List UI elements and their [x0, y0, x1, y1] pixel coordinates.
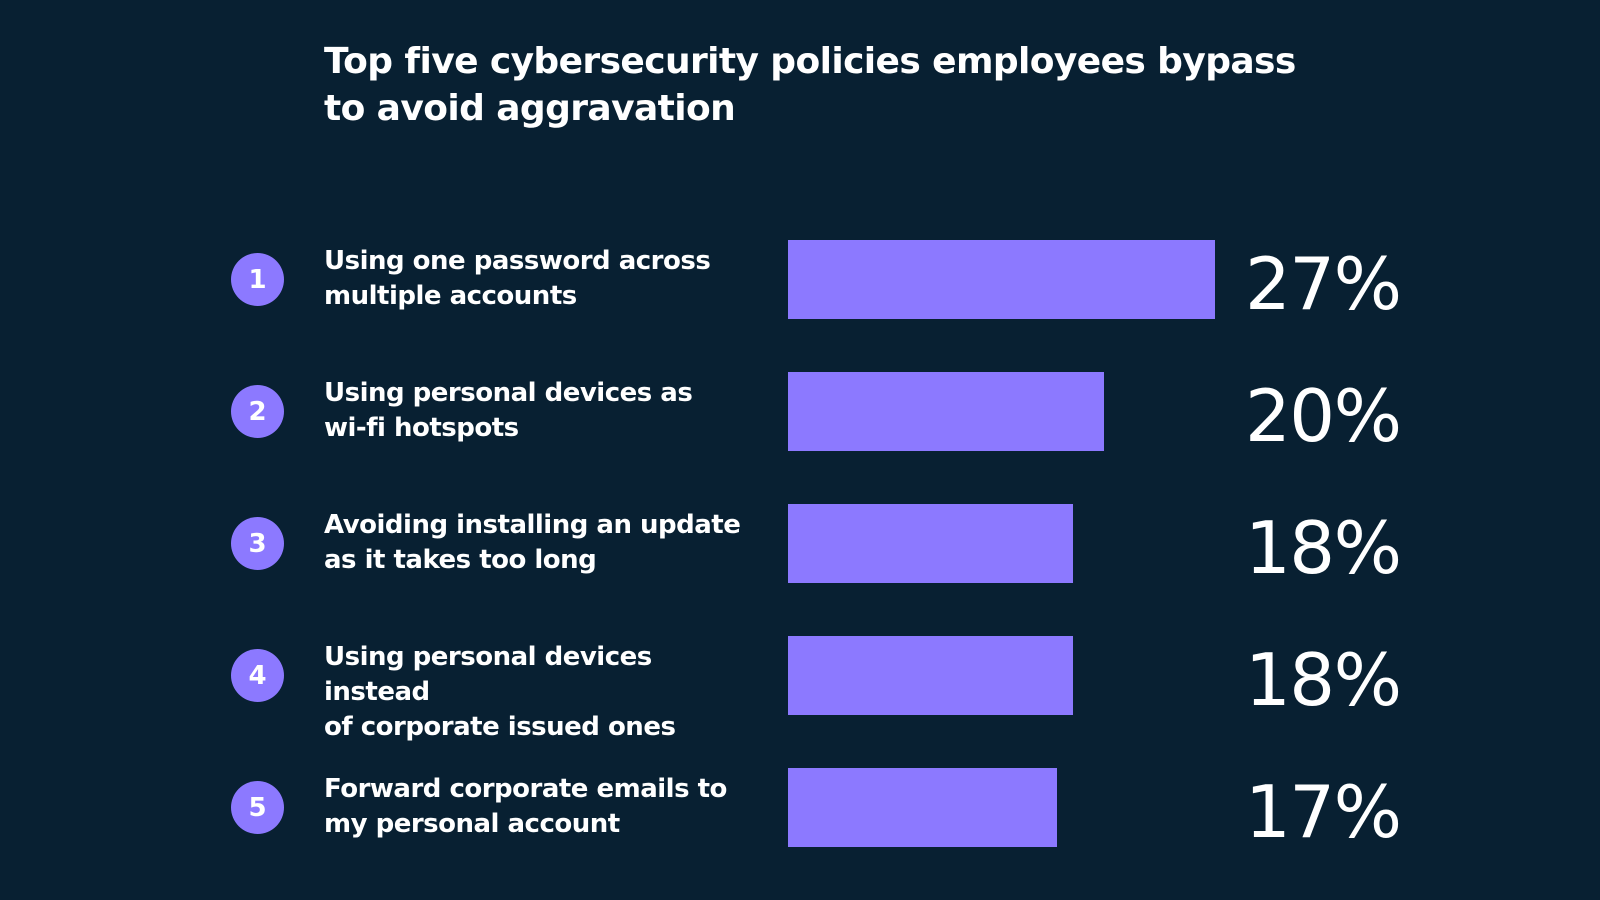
rank-badge: 5	[231, 781, 284, 834]
bar	[788, 240, 1215, 319]
bar	[788, 636, 1073, 715]
bar-row-2: 2 Using personal devices as wi-fi hotspot…	[0, 372, 1600, 456]
rank-badge: 1	[231, 253, 284, 306]
category-label: Using one password across multiple accou…	[324, 246, 711, 311]
bar	[788, 768, 1057, 847]
value-label: 20%	[1245, 374, 1402, 458]
category-label: Forward corporate emails to my personal …	[324, 774, 727, 839]
value-label: 18%	[1245, 506, 1402, 590]
rank-badge: 3	[231, 517, 284, 570]
category-label: Using personal devices instead of corpor…	[324, 642, 676, 742]
rank-badge: 2	[231, 385, 284, 438]
category-label: Avoiding installing an update as it take…	[324, 510, 741, 575]
chart-title: Top five cybersecurity policies employee…	[324, 41, 1296, 129]
bar-row-1: 1 Using one password across multiple acco…	[0, 240, 1600, 324]
bar-row-5: 5 Forward corporate emails to my personal…	[0, 768, 1600, 852]
value-label: 18%	[1245, 638, 1402, 722]
rank-badge: 4	[231, 649, 284, 702]
bar	[788, 372, 1104, 451]
bar-row-4: 4 Using personal devices instead of corpo…	[0, 636, 1600, 742]
category-label: Using personal devices as wi-fi hotspots	[324, 378, 693, 443]
bar	[788, 504, 1073, 583]
value-label: 17%	[1245, 770, 1402, 854]
bar-row-3: 3 Avoiding installing an update as it tak…	[0, 504, 1600, 588]
value-label: 27%	[1245, 242, 1402, 326]
